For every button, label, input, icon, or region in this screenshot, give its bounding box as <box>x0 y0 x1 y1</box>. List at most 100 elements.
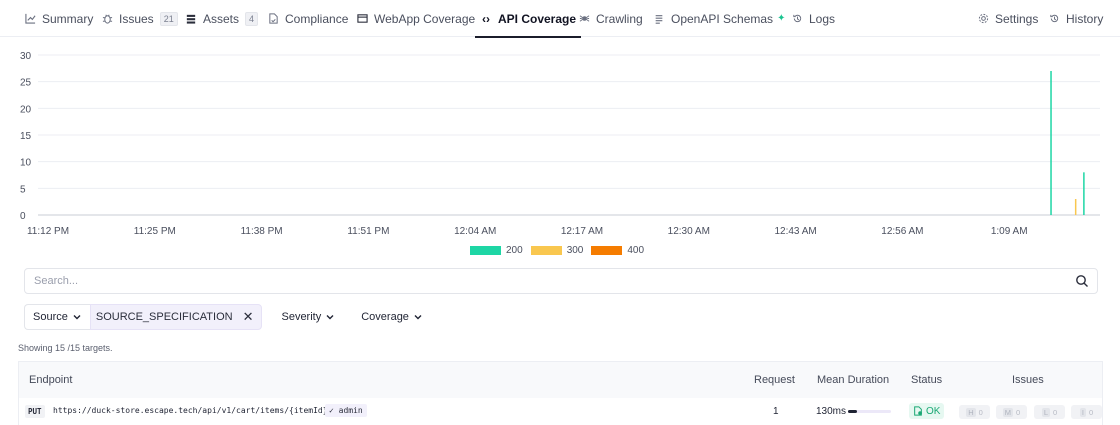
api-coverage-chart: 0 5 10 15 20 25 30 11:12 PM 11:25 PM 11:38 PM 11:5… <box>20 51 1100 237</box>
severity-low-letter: L <box>1041 407 1050 417</box>
browser-icon <box>356 13 368 25</box>
chevron-down-icon <box>73 315 81 320</box>
tab-openapi-schemas[interactable]: OpenAPI Schemas ✦ <box>653 0 785 37</box>
spider-icon <box>578 13 590 25</box>
tab-api-coverage-label: API Coverage <box>498 11 577 26</box>
x-tick-label: 12:43 AM <box>774 226 816 237</box>
tab-assets-label: Assets <box>203 11 240 26</box>
role-badge: ✓ admin <box>325 404 367 417</box>
severity-info-letter: I <box>1079 407 1086 417</box>
tab-history-label: History <box>1066 11 1104 26</box>
y-tick-label: 10 <box>20 158 32 169</box>
tab-logs-label: Logs <box>809 11 836 26</box>
column-header-mean-duration[interactable]: Mean Duration <box>817 374 890 386</box>
severity-info-count: 0 <box>1088 407 1094 417</box>
chart-legend: 200 300 400 <box>470 245 646 256</box>
sparkle-icon: ✦ <box>777 13 786 24</box>
tab-api-coverage[interactable]: ‹› API Coverage <box>474 0 582 38</box>
history-icon <box>791 13 803 25</box>
x-tick-label: 12:04 AM <box>454 226 496 237</box>
y-tick-label: 15 <box>20 131 32 142</box>
column-header-endpoint[interactable]: Endpoint <box>29 374 73 386</box>
severity-high-count: 0 <box>978 407 983 417</box>
filter-bar: Source SOURCE_SPECIFICATION ✕ Severity C… <box>24 304 423 330</box>
tab-history[interactable]: History <box>1048 0 1103 37</box>
source-filter-chip[interactable]: SOURCE_SPECIFICATION ✕ <box>89 304 263 330</box>
source-filter-button[interactable]: Source <box>24 304 90 330</box>
bug-icon <box>101 13 113 25</box>
tab-crawling-label: Crawling <box>596 11 643 26</box>
y-tick-label: 20 <box>20 104 32 115</box>
legend-swatch-200 <box>470 246 501 255</box>
close-icon[interactable]: ✕ <box>242 309 254 324</box>
status-badge: OK <box>909 403 945 419</box>
code-icon: ‹› <box>482 11 490 26</box>
document-check-icon <box>267 13 279 25</box>
coverage-filter-button[interactable]: Coverage <box>361 304 423 330</box>
search-input[interactable]: Search... <box>24 268 1098 294</box>
tab-logs[interactable]: Logs <box>791 0 835 37</box>
chart-bar-200 <box>1083 172 1085 215</box>
tab-summary[interactable]: Summary <box>24 0 93 37</box>
chevron-down-icon <box>414 315 422 320</box>
severity-medium-letter: M <box>1002 407 1014 417</box>
severity-low-count: 0 <box>1053 407 1058 417</box>
mean-duration-value: 130ms <box>816 406 847 417</box>
source-filter-value: SOURCE_SPECIFICATION <box>95 311 233 323</box>
column-header-status[interactable]: Status <box>911 374 943 386</box>
tab-settings[interactable]: Settings <box>977 0 1038 37</box>
chart-bar-200 <box>1050 71 1052 215</box>
tab-assets[interactable]: Assets 4 <box>185 0 259 37</box>
legend-swatch-300 <box>530 246 562 255</box>
y-tick-label: 30 <box>20 51 32 62</box>
search-placeholder: Search... <box>34 275 79 287</box>
tab-issues-label: Issues <box>119 11 154 26</box>
tab-summary-label: Summary <box>42 11 94 26</box>
legend-item-300[interactable]: 300 <box>530 245 583 256</box>
tab-compliance[interactable]: Compliance <box>267 0 348 37</box>
coverage-filter-label: Coverage <box>361 311 409 323</box>
legend-item-200[interactable]: 200 <box>470 245 523 256</box>
tab-webapp-coverage[interactable]: WebApp Coverage <box>356 0 475 37</box>
tab-issues[interactable]: Issues 21 <box>101 0 178 37</box>
duration-bar-fill <box>848 410 857 413</box>
severity-medium-count: 0 <box>1016 407 1021 417</box>
tab-crawling[interactable]: Crawling <box>578 0 643 37</box>
chevron-down-icon <box>326 315 334 320</box>
x-tick-label: 1:09 AM <box>991 226 1028 237</box>
status-label: OK <box>926 405 941 417</box>
column-header-request[interactable]: Request <box>754 374 795 386</box>
x-tick-label: 12:56 AM <box>881 226 923 237</box>
issues-count-badge: 21 <box>159 11 178 26</box>
column-header-issues[interactable]: Issues <box>1012 374 1044 386</box>
legend-swatch-400 <box>591 246 623 255</box>
assets-count-badge: 4 <box>245 11 259 26</box>
history-icon <box>1048 13 1060 25</box>
chart-line-icon <box>24 13 36 25</box>
x-tick-label: 11:12 PM <box>27 226 69 237</box>
severity-filter-label: Severity <box>281 311 322 323</box>
severity-filter-button[interactable]: Severity <box>281 304 335 330</box>
severity-high-letter: H <box>966 407 976 417</box>
gear-icon <box>977 13 989 25</box>
chart-bar-300 <box>1074 199 1077 215</box>
database-icon <box>185 13 197 25</box>
x-tick-label: 11:38 PM <box>241 226 283 237</box>
endpoint-url[interactable]: https://duck-store.escape.tech/api/v1/ca… <box>53 406 328 415</box>
table-header: Endpoint Request Mean Duration Status Is… <box>18 361 1103 398</box>
y-tick-label: 25 <box>20 78 32 89</box>
tab-compliance-label: Compliance <box>285 11 349 26</box>
request-count: 1 <box>773 406 779 417</box>
table-row[interactable]: PUT https://duck-store.escape.tech/api/v… <box>18 398 1103 425</box>
x-tick-label: 12:17 AM <box>561 226 603 237</box>
source-filter-label: Source <box>33 311 68 323</box>
x-tick-label: 12:30 AM <box>668 226 710 237</box>
tab-webapp-coverage-label: WebApp Coverage <box>374 11 476 26</box>
y-tick-label: 0 <box>20 211 26 222</box>
legend-item-400[interactable]: 400 <box>591 245 644 256</box>
tab-settings-label: Settings <box>995 11 1039 26</box>
search-icon[interactable] <box>1075 274 1089 288</box>
